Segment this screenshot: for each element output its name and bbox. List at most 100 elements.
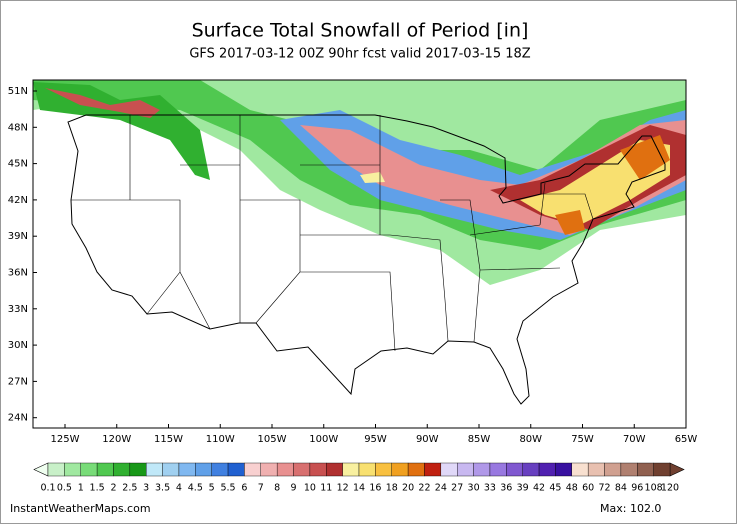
colorbar-label: 2.5 <box>122 483 137 494</box>
lon-label: 65W <box>675 434 698 445</box>
us-outline <box>67 114 666 405</box>
lat-label: 36N <box>8 268 28 279</box>
snow-orange <box>555 135 670 235</box>
colorbar-label: 45 <box>549 483 561 494</box>
colorbar-label: 60 <box>582 483 594 494</box>
colorbar-box <box>293 462 311 477</box>
colorbar-box <box>260 462 278 477</box>
colorbar-box <box>407 462 425 477</box>
colorbar-box <box>64 462 81 477</box>
axis-labels: 51N 48N 45N 42N 39N 36N 33N 30N 27N 24N 125W 120W 11… <box>8 86 698 445</box>
colorbar-box <box>227 462 245 477</box>
colorbar-label: 72 <box>598 483 610 494</box>
lat-label: 33N <box>8 304 28 315</box>
colorbar-label: 30 <box>468 483 480 494</box>
lon-label: 85W <box>468 434 491 445</box>
colorbar-label: 7 <box>258 483 264 494</box>
colorbar-box <box>571 462 589 477</box>
colorbar-box <box>637 462 654 477</box>
colorbar-label: 96 <box>631 483 643 494</box>
site-name: InstantWeatherMaps.com <box>10 502 151 515</box>
colorbar-label: 1 <box>78 483 84 494</box>
state-borders <box>71 115 594 352</box>
colorbar-label: 24 <box>435 483 447 494</box>
colorbar-label: 11 <box>320 483 332 494</box>
colorbar-label: 18 <box>386 483 398 494</box>
lat-label: 45N <box>8 159 28 170</box>
colorbar-label: 33 <box>484 483 496 494</box>
colorbar-label: 5 <box>209 483 215 494</box>
lat-label: 39N <box>8 231 28 242</box>
colorbar: 0.1 0.5 1 1.5 2 2.5 3 3.5 4 4.5 5 5.5 6 7 8 9 10 11 12 14 16… <box>33 462 685 494</box>
colorbar-label: 20 <box>402 483 414 494</box>
colorbar-label: 48 <box>566 483 578 494</box>
snow-spot <box>360 172 385 183</box>
subtitle: GFS 2017-03-12 00Z 90hr fcst valid 2017-… <box>189 47 530 62</box>
colorbar-label: 12 <box>337 483 349 494</box>
lat-label: 24N <box>8 413 28 424</box>
lat-label: 42N <box>8 195 28 206</box>
lon-label: 105W <box>258 434 287 445</box>
colorbar-label: 39 <box>517 483 529 494</box>
colorbar-box <box>211 462 229 477</box>
snow-west-peak <box>45 88 160 118</box>
colorbar-box <box>146 462 163 477</box>
lon-label: 95W <box>364 434 387 445</box>
lon-label: 90W <box>416 434 439 445</box>
colorbar-label: 36 <box>500 483 512 494</box>
lon-label: 110W <box>206 434 235 445</box>
snow-west <box>33 82 210 180</box>
title: Surface Total Snowfall of Period [in] <box>192 20 529 42</box>
colorbar-box <box>620 462 638 477</box>
colorbar-label: 0.1 <box>40 483 55 494</box>
colorbar-box <box>522 462 540 477</box>
colorbar-label: 4.5 <box>188 483 203 494</box>
colorbar-box <box>276 462 294 477</box>
colorbar-box <box>538 462 556 477</box>
lat-label: 27N <box>8 376 28 387</box>
colorbar-box <box>244 462 261 477</box>
colorbar-box <box>604 462 622 477</box>
colorbar-box <box>129 462 147 477</box>
map-frame <box>32 79 687 429</box>
colorbar-label: 6 <box>241 483 247 494</box>
colorbar-label: 42 <box>533 483 545 494</box>
lat-label: 51N <box>8 86 28 97</box>
colorbar-label: 10 <box>304 483 316 494</box>
lon-label: 125W <box>51 434 80 445</box>
colorbar-label: 84 <box>615 483 627 494</box>
colorbar-box <box>424 462 442 477</box>
colorbar-label: 3.5 <box>155 483 170 494</box>
colorbar-label: 16 <box>369 483 381 494</box>
max-value: Max: 102.0 <box>600 502 661 515</box>
lon-label: 100W <box>309 434 338 445</box>
lat-label: 48N <box>8 122 28 133</box>
colorbar-label: 2 <box>110 483 116 494</box>
colorbar-label: 3 <box>143 483 149 494</box>
lat-label: 30N <box>8 340 28 351</box>
colorbar-box <box>96 462 114 477</box>
colorbar-box <box>489 462 507 477</box>
colorbar-box <box>375 462 392 477</box>
lon-label: 75W <box>571 434 594 445</box>
map <box>32 79 687 429</box>
colorbar-label: 27 <box>451 483 463 494</box>
lon-label: 115W <box>154 434 183 445</box>
lon-label: 120W <box>102 434 131 445</box>
colorbar-label: 108 <box>645 483 663 494</box>
colorbar-box <box>47 462 65 477</box>
colorbar-label: 120 <box>661 483 679 494</box>
colorbar-box <box>506 462 523 477</box>
colorbar-label: 0.5 <box>57 483 72 494</box>
colorbar-label: 1.5 <box>90 483 105 494</box>
colorbar-box <box>473 462 491 477</box>
colorbar-box <box>80 462 98 477</box>
colorbar-box <box>440 462 458 477</box>
colorbar-label: 4 <box>176 483 182 494</box>
colorbar-box <box>457 462 474 477</box>
colorbar-box <box>555 462 572 477</box>
colorbar-box <box>178 462 196 477</box>
colorbar-box <box>113 462 131 477</box>
